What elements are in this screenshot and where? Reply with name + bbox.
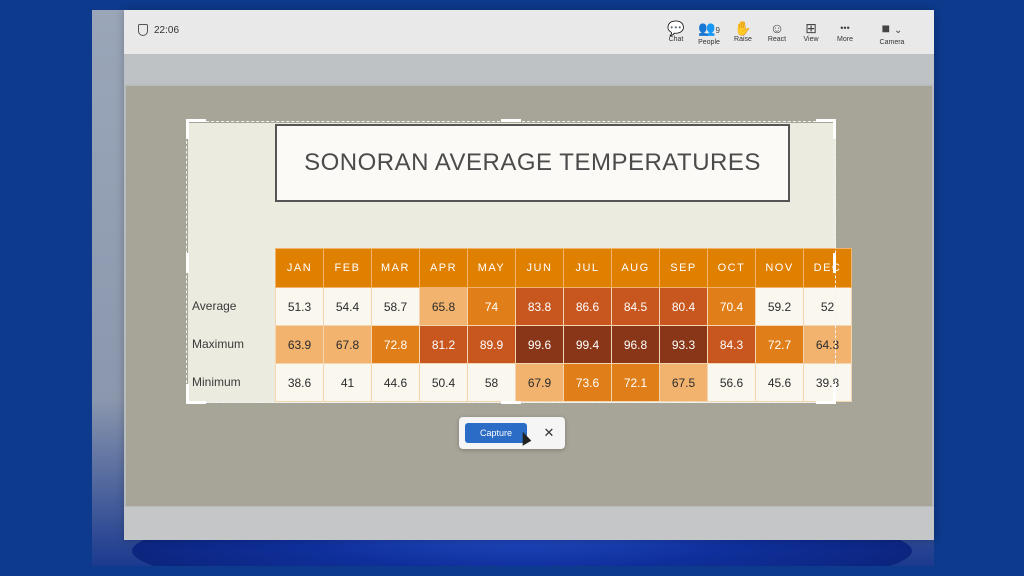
- selection-handle-top-left[interactable]: [186, 119, 206, 122]
- selection-handle-bottom-left[interactable]: [186, 401, 206, 404]
- table-cell: 56.6: [707, 363, 756, 402]
- table-cell: 80.4: [659, 287, 708, 326]
- table-cell: 41: [323, 363, 372, 402]
- month-header-jul: JUL: [563, 248, 612, 288]
- camera-label: Camera: [879, 39, 905, 46]
- table-row-average: 51.3 54.4 58.7 65.8 74 83.8 86.6 84.5 80.4 70.4 59…: [275, 287, 852, 326]
- meeting-time: 22:06: [154, 24, 180, 36]
- window-bottom-strip: [124, 507, 934, 540]
- table-cell: 72.8: [371, 325, 420, 364]
- table-cell: 58: [467, 363, 516, 402]
- month-header-sep: SEP: [659, 248, 708, 288]
- table-cell: 99.6: [515, 325, 564, 364]
- table-cell: 67.9: [515, 363, 564, 402]
- table-cell: 52: [803, 287, 852, 326]
- capture-selection-region[interactable]: [186, 121, 836, 403]
- chat-icon: 💬: [667, 20, 685, 36]
- shared-content-header: [124, 54, 934, 84]
- selection-handle-top-left-v[interactable]: [186, 119, 189, 139]
- table-row-minimum: 38.6 41 44.6 50.4 58 67.9 73.6 72.1 67.5 56.6 45.6…: [275, 363, 852, 402]
- capture-button[interactable]: Capture: [465, 423, 527, 443]
- meeting-timer: 22:06: [138, 24, 179, 36]
- view-label: View: [803, 36, 819, 43]
- selection-handle-top-right[interactable]: [816, 119, 836, 122]
- people-label: People: [698, 39, 720, 46]
- raise-hand-icon: ✋: [734, 20, 752, 36]
- table-cell: 93.3: [659, 325, 708, 364]
- table-cell: 63.9: [275, 325, 324, 364]
- table-cell: 84.3: [707, 325, 756, 364]
- selection-handle-bottom-right[interactable]: [816, 401, 836, 404]
- table-cell: 73.6: [563, 363, 612, 402]
- camera-button[interactable]: ■ ⌄ Camera: [872, 20, 912, 46]
- table-cell: 72.7: [755, 325, 804, 364]
- table-cell: 72.1: [611, 363, 660, 402]
- table-cell: 99.4: [563, 325, 612, 364]
- people-icon-wrap: 👥9: [691, 20, 727, 39]
- month-header-jun: JUN: [515, 248, 564, 288]
- slide-title-box: SONORAN AVERAGE TEMPERATURES: [275, 124, 790, 202]
- chat-button[interactable]: 💬 Chat: [658, 20, 694, 43]
- camera-icon: ■: [881, 20, 891, 36]
- selection-handle-top-mid[interactable]: [501, 119, 521, 122]
- chat-label: Chat: [668, 36, 684, 43]
- table-cell: 81.2: [419, 325, 468, 364]
- react-icon: ☺: [769, 20, 785, 36]
- table-cell: 54.4: [323, 287, 372, 326]
- people-count: 9: [715, 26, 720, 35]
- table-cell: 65.8: [419, 287, 468, 326]
- react-button[interactable]: ☺ React: [759, 20, 795, 43]
- people-button[interactable]: 👥9 People: [691, 20, 727, 46]
- row-label-minimum: Minimum: [192, 375, 241, 389]
- close-icon[interactable]: ✕: [543, 425, 555, 440]
- row-label-average: Average: [192, 299, 237, 313]
- row-label-maximum: Maximum: [192, 337, 245, 351]
- more-icon: •••: [840, 23, 850, 33]
- table-cell: 67.5: [659, 363, 708, 402]
- shield-icon: [138, 24, 148, 36]
- chevron-down-icon[interactable]: ⌄: [893, 25, 903, 36]
- raise-hand-button[interactable]: ✋ Raise: [725, 20, 761, 43]
- selection-handle-bottom-left-v[interactable]: [186, 384, 189, 404]
- temperature-table: JAN FEB MAR APR MAY JUN JUL AUG SEP OCT NOV DEC 51.…: [275, 248, 852, 402]
- month-header-may: MAY: [467, 248, 516, 288]
- selection-handle-bottom-mid[interactable]: [501, 401, 521, 404]
- selection-handle-right-mid[interactable]: [833, 253, 836, 273]
- selection-handle-top-right-v[interactable]: [833, 119, 836, 139]
- table-cell: 70.4: [707, 287, 756, 326]
- table-cell: 58.7: [371, 287, 420, 326]
- table-body: 51.3 54.4 58.7 65.8 74 83.8 86.6 84.5 80.4 70.4 59…: [275, 287, 852, 402]
- month-header-aug: AUG: [611, 248, 660, 288]
- month-header-apr: APR: [419, 248, 468, 288]
- slide-title: SONORAN AVERAGE TEMPERATURES: [304, 149, 761, 176]
- table-cell: 96.8: [611, 325, 660, 364]
- view-icon: ⊞: [805, 20, 817, 36]
- selection-handle-bottom-right-v[interactable]: [833, 384, 836, 404]
- table-row-maximum: 63.9 67.8 72.8 81.2 89.9 99.6 99.4 96.8 93.3 84.3…: [275, 325, 852, 364]
- selection-handle-left-mid[interactable]: [186, 253, 189, 273]
- table-cell: 44.6: [371, 363, 420, 402]
- meeting-toolbar: [124, 10, 934, 54]
- table-cell: 64.3: [803, 325, 852, 364]
- people-icon: 👥: [698, 20, 716, 36]
- react-label: React: [767, 36, 787, 43]
- month-header-oct: OCT: [707, 248, 756, 288]
- raise-label: Raise: [734, 36, 752, 43]
- table-cell: 59.2: [755, 287, 804, 326]
- more-label: More: [837, 36, 853, 43]
- more-button[interactable]: ••• More: [827, 20, 863, 43]
- table-cell: 51.3: [275, 287, 324, 326]
- camera-icon-wrap: ■ ⌄: [872, 20, 912, 39]
- table-cell: 74: [467, 287, 516, 326]
- capture-toolbar: Capture ✕: [459, 417, 565, 449]
- table-cell: 84.5: [611, 287, 660, 326]
- view-button[interactable]: ⊞ View: [793, 20, 829, 43]
- table-cell: 50.4: [419, 363, 468, 402]
